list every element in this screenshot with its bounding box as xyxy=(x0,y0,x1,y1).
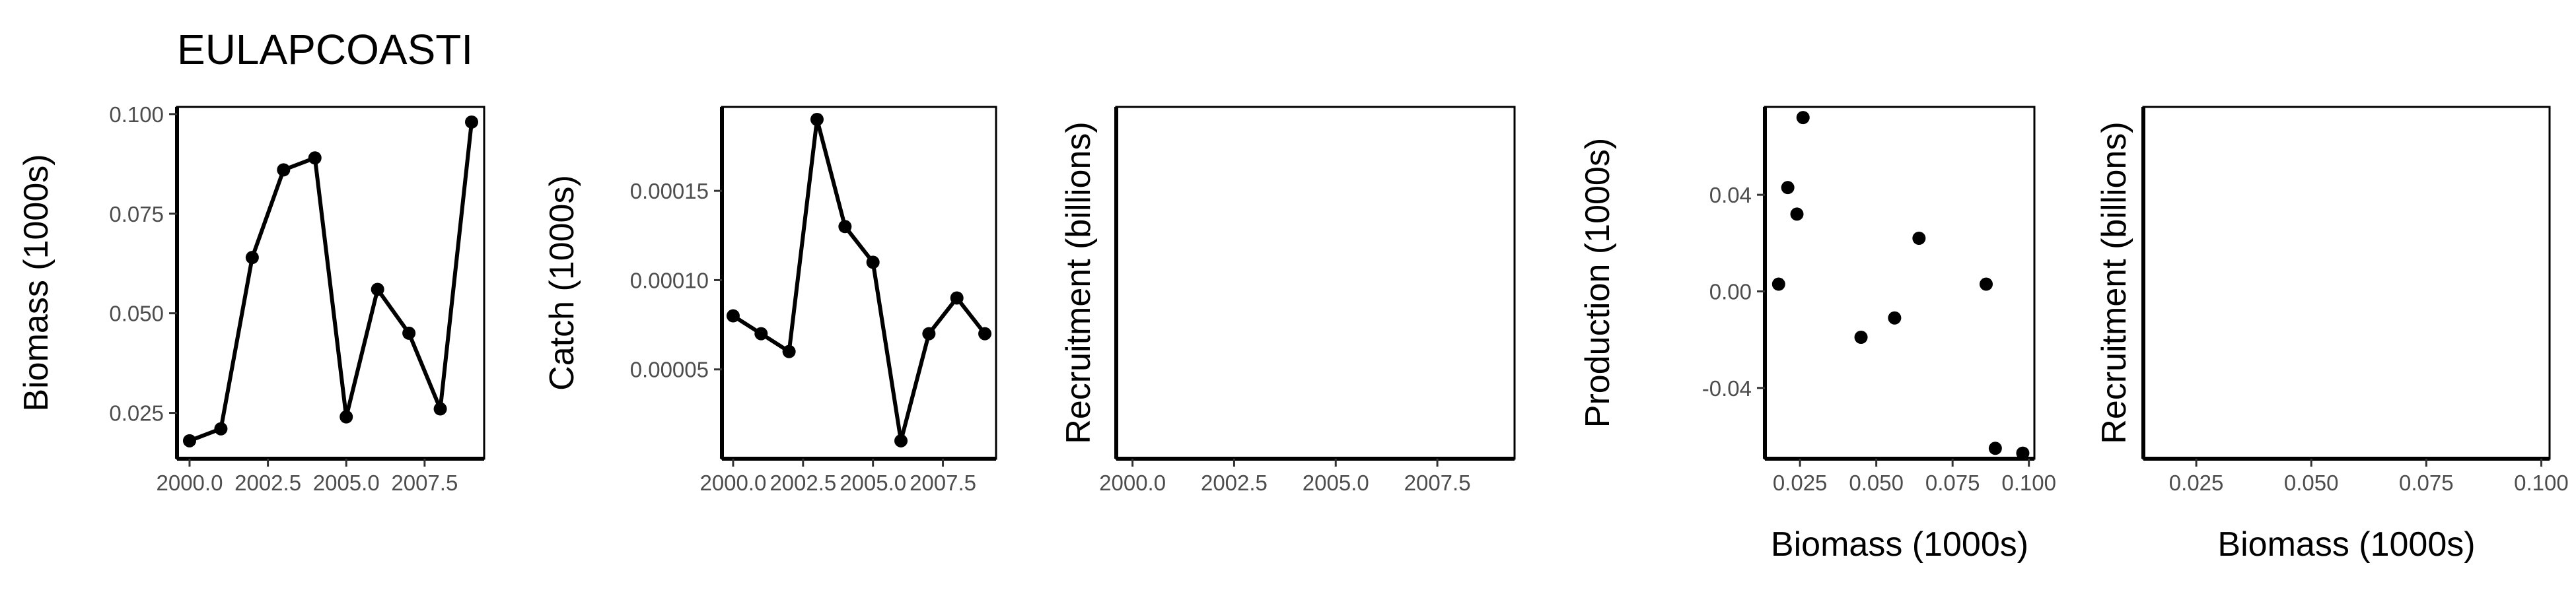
x-tick-label: 2007.5 xyxy=(910,471,976,495)
x-tick-label: 2005.0 xyxy=(840,471,906,495)
y-tick-label: 0.075 xyxy=(109,202,164,226)
data-point xyxy=(2016,446,2030,460)
x-tick-label: 2007.5 xyxy=(391,471,458,495)
y-tick-label: 0.00015 xyxy=(630,179,709,203)
data-point xyxy=(782,345,796,358)
panel-1: 2000.0 2002.5 2005.0 2007.5 0.025 0.050 0.075 0… xyxy=(17,102,485,495)
data-point xyxy=(308,151,322,165)
x-tick-label: 0.100 xyxy=(2001,471,2056,495)
x-tick-label: 0.025 xyxy=(2169,471,2224,495)
data-point xyxy=(1790,207,1804,221)
panel-5: 0.025 0.050 0.075 0.100 Recruitment (billion… xyxy=(2095,106,2569,564)
x-axis-label: Biomass (1000s) xyxy=(1771,525,2028,564)
x-tick-label: 2000.0 xyxy=(157,471,223,495)
data-point xyxy=(245,251,259,265)
panel-3: 2000.0 2002.5 2005.0 2007.5 Recruitment (bil… xyxy=(1059,106,1516,495)
data-point xyxy=(277,163,291,177)
data-point xyxy=(465,115,479,129)
y-tick-label: 0.050 xyxy=(109,302,164,326)
data-point xyxy=(1912,232,1926,246)
x-tick-label: 2005.0 xyxy=(1303,471,1369,495)
panel-2: 2000.0 2002.5 2005.0 2007.5 0.00005 0.00010 0.… xyxy=(543,106,997,495)
x-tick-label: 2005.0 xyxy=(313,471,380,495)
data-point xyxy=(754,327,768,341)
y-tick-label: 0.04 xyxy=(1709,183,1752,207)
x-tick-label: 2002.5 xyxy=(1201,471,1268,495)
data-point xyxy=(1979,277,1993,291)
x-tick-label: 0.025 xyxy=(1773,471,1828,495)
x-tick-label: 2002.5 xyxy=(769,471,836,495)
series-line xyxy=(188,121,474,443)
data-point xyxy=(1781,181,1795,195)
data-point xyxy=(1796,111,1810,125)
data-point xyxy=(340,410,353,424)
x-tick-label: 0.075 xyxy=(1925,471,1980,495)
x-tick-label: 0.050 xyxy=(2284,471,2339,495)
y-tick-label: 0.00010 xyxy=(630,268,709,292)
y-tick-label: -0.04 xyxy=(1702,376,1752,401)
data-point xyxy=(1888,311,1902,325)
y-tick-label: 0.00005 xyxy=(630,358,709,382)
x-tick-label: 2000.0 xyxy=(1099,471,1166,495)
y-axis-label: Recruitment (billions) xyxy=(1059,121,1098,444)
data-point xyxy=(371,282,384,296)
x-tick-label: 0.075 xyxy=(2399,471,2454,495)
x-tick-label: 2007.5 xyxy=(1404,471,1471,495)
x-tick-label: 0.050 xyxy=(1849,471,1904,495)
data-point xyxy=(894,434,908,447)
y-tick-label: 0.00 xyxy=(1709,279,1752,304)
chart-title: EULAPCOASTI xyxy=(177,26,474,73)
panel-border xyxy=(1115,106,1516,460)
data-point xyxy=(1988,442,2002,455)
data-point xyxy=(402,326,416,340)
panel-border xyxy=(721,106,997,460)
data-point xyxy=(950,291,964,305)
data-point xyxy=(182,434,196,447)
data-point xyxy=(866,255,880,269)
data-point xyxy=(810,112,824,126)
y-tick-label: 0.100 xyxy=(109,102,164,127)
series-line xyxy=(732,117,987,443)
y-axis-label: Production (1000s) xyxy=(1579,138,1617,428)
data-point xyxy=(214,422,228,436)
x-tick-label: 0.100 xyxy=(2514,471,2569,495)
panel-border xyxy=(2142,106,2551,460)
data-point xyxy=(838,220,852,234)
x-tick-label: 2000.0 xyxy=(699,471,766,495)
x-tick-label: 2002.5 xyxy=(234,471,301,495)
y-axis-label: Catch (1000s) xyxy=(543,175,581,391)
y-tick-label: 0.025 xyxy=(109,401,164,426)
data-point xyxy=(1854,330,1868,344)
x-axis-label: Biomass (1000s) xyxy=(2217,525,2475,564)
data-point xyxy=(922,327,936,341)
y-axis-label: Recruitment (billions) xyxy=(2095,121,2133,444)
panel-border xyxy=(1764,106,2036,460)
panel-4: 0.025 0.050 0.075 0.100 -0.04 0.00 0.04 Product… xyxy=(1579,106,2056,564)
data-point xyxy=(726,309,740,323)
data-point xyxy=(978,327,992,341)
data-point xyxy=(1771,277,1785,291)
y-axis-label: Biomass (1000s) xyxy=(17,154,55,411)
data-point xyxy=(433,402,447,416)
